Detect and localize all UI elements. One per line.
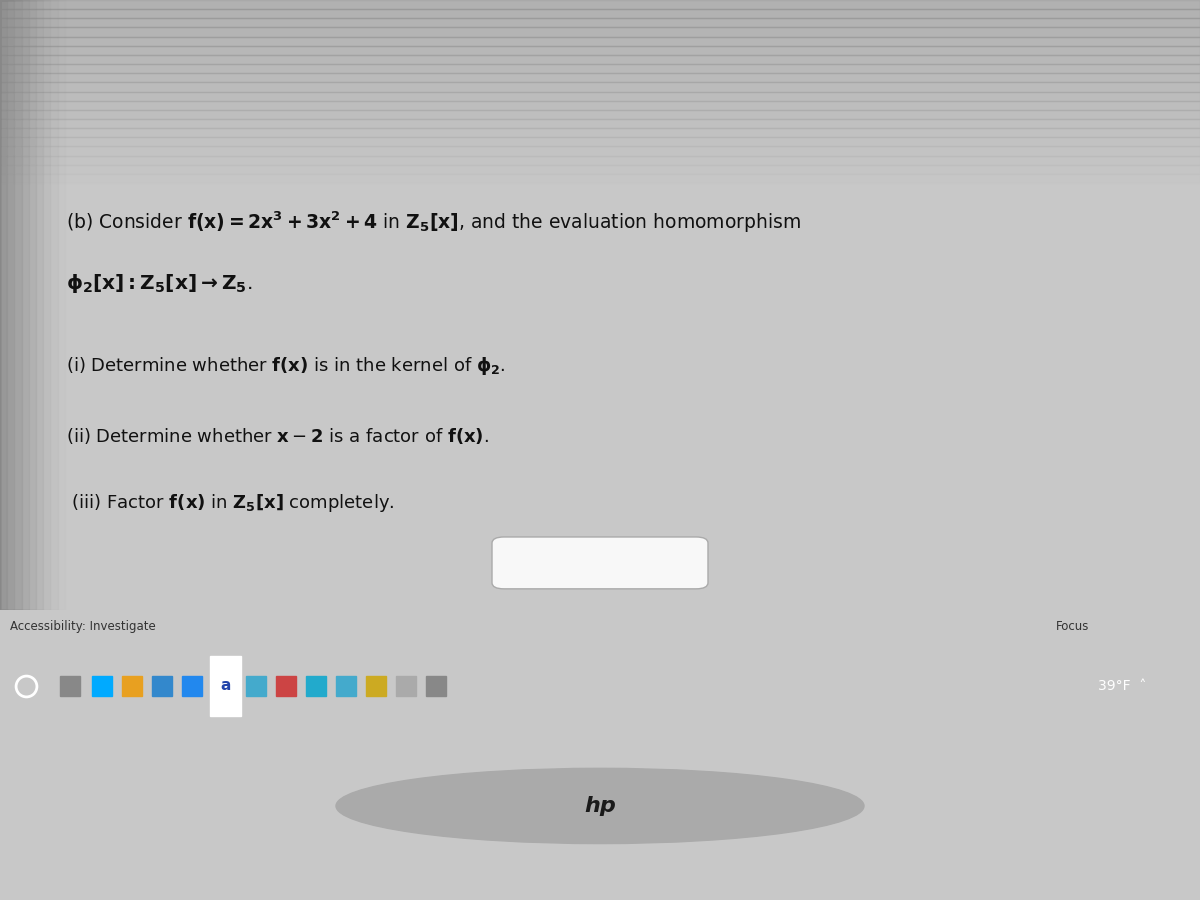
Bar — [0, 0, 1200, 9]
Bar — [0, 119, 1200, 128]
Bar — [0, 0, 14, 610]
Bar — [0, 28, 1200, 37]
Bar — [0, 46, 1200, 55]
Bar — [0, 9, 1200, 18]
Text: (b) Consider $\mathbf{f(x) = 2x^3 + 3x^2 + 4}$ in $\mathbf{Z_5[x]}$, and the eva: (b) Consider $\mathbf{f(x) = 2x^3 + 3x^2… — [66, 210, 800, 236]
Bar — [0, 0, 22, 610]
Text: (iii) Factor $\mathbf{f(x)}$ in $\mathbf{Z_5[x]}$ completely.: (iii) Factor $\mathbf{f(x)}$ in $\mathbf… — [66, 492, 395, 515]
Bar — [0, 0, 36, 610]
Bar — [0, 0, 65, 610]
Text: $\mathbf{\phi_2[x] : Z_5[x] \rightarrow Z_5}$.: $\mathbf{\phi_2[x] : Z_5[x] \rightarrow … — [66, 272, 252, 295]
Text: (Ctrl): (Ctrl) — [578, 556, 610, 570]
Circle shape — [336, 769, 864, 843]
Bar — [0, 0, 58, 610]
Text: 39°F  ˄: 39°F ˄ — [1098, 679, 1146, 693]
Text: Accessibility: Investigate: Accessibility: Investigate — [10, 620, 155, 633]
Bar — [210, 655, 241, 716]
Bar — [0, 101, 1200, 110]
Text: ⧉: ⧉ — [527, 558, 534, 568]
Text: ▾: ▾ — [664, 558, 668, 568]
Bar — [0, 0, 29, 610]
Bar — [0, 156, 1200, 165]
Text: (ii) Determine whether $\mathbf{x} - \mathbf{2}$ is a factor of $\mathbf{f(x)}$.: (ii) Determine whether $\mathbf{x} - \ma… — [66, 427, 488, 446]
Text: (i) Determine whether $\mathbf{f(x)}$ is in the kernel of $\mathbf{\phi_2}$.: (i) Determine whether $\mathbf{f(x)}$ is… — [66, 356, 505, 377]
Bar — [0, 64, 1200, 73]
Text: Focus: Focus — [1056, 620, 1090, 633]
Bar — [0, 165, 1200, 174]
Bar — [0, 174, 1200, 183]
Bar — [0, 92, 1200, 101]
Bar — [0, 73, 1200, 83]
Bar — [0, 55, 1200, 64]
Text: hp: hp — [584, 796, 616, 816]
FancyBboxPatch shape — [492, 537, 708, 589]
Bar — [0, 0, 50, 610]
Bar — [0, 0, 7, 610]
Bar — [0, 37, 1200, 46]
Bar — [0, 128, 1200, 138]
Bar — [0, 0, 43, 610]
Text: a: a — [221, 679, 230, 693]
Bar — [0, 110, 1200, 119]
Bar — [0, 147, 1200, 156]
Bar — [0, 83, 1200, 92]
Bar — [0, 138, 1200, 147]
Bar — [0, 18, 1200, 28]
